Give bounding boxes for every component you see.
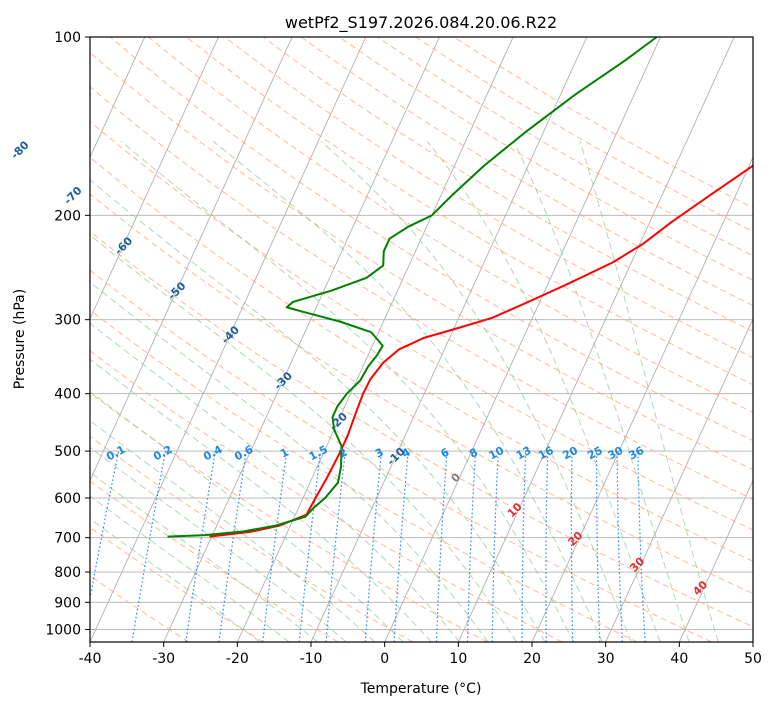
dry-adiabat-line <box>90 86 753 500</box>
isotherm-line <box>236 37 514 642</box>
dry-adiabat-line <box>300 37 753 307</box>
series-layer <box>167 37 753 538</box>
moist-adiabat-line <box>579 141 719 642</box>
mixing-ratio-line <box>325 451 346 642</box>
dewpoint-profile-line <box>167 37 658 538</box>
mixing-ratio-label: 36 <box>627 444 647 463</box>
y-tick-label: 100 <box>54 30 81 46</box>
grid-layer <box>90 37 753 642</box>
mixing-ratio-line <box>364 451 383 642</box>
dry-adiabat-line <box>90 156 753 562</box>
mixing-ratio-label: 16 <box>536 444 556 463</box>
dry-adiabat-line <box>90 309 638 642</box>
isotherm-line <box>531 156 753 642</box>
isotherm-line <box>678 479 753 642</box>
moist-adiabat-line <box>90 234 517 642</box>
y-tick-label: 600 <box>54 491 81 507</box>
moist-adiabat-line <box>90 518 261 642</box>
x-tick-label: 0 <box>380 651 389 667</box>
moist-adiabat-line <box>426 141 661 642</box>
x-tick-label: 10 <box>449 651 467 667</box>
x-tick-label: 40 <box>670 651 688 667</box>
moist-adiabat-line <box>90 390 404 642</box>
isotherm-line <box>457 37 735 642</box>
dry-adiabat-line <box>186 37 753 386</box>
x-tick-label: -40 <box>79 651 102 667</box>
dry-adiabat-line <box>90 120 753 531</box>
dry-adiabat-line <box>90 230 753 628</box>
moist-adiabat-line <box>120 140 575 642</box>
x-tick-label: -30 <box>152 651 175 667</box>
moist-adiabat-line <box>90 322 461 642</box>
x-tick-label: -20 <box>226 651 249 667</box>
y-tick-label: 400 <box>54 387 81 403</box>
moist-adiabat-line <box>90 446 347 642</box>
mixing-ratio-line <box>218 451 247 642</box>
mixing-ratio-label: 13 <box>514 444 534 463</box>
axis-layer: -40 -30 -20 -10 0 10 20 30 40 50 100 200 300 400 500 60… <box>45 30 762 667</box>
temperature-profile-line <box>209 164 753 538</box>
mixing-ratio-label: 30 <box>606 444 626 463</box>
moist-adiabat-line <box>212 140 603 642</box>
dry-adiabat-line <box>262 37 753 332</box>
isotherm-line <box>163 37 440 642</box>
mixing-ratio-line <box>298 451 322 642</box>
y-tick-label: 900 <box>54 595 81 611</box>
dry-adiabat-line <box>148 37 753 413</box>
mixing-ratio-label: 20 <box>560 444 580 463</box>
x-tick-label: -10 <box>300 651 323 667</box>
isotherm-line <box>90 37 219 320</box>
y-tick-label: 500 <box>54 444 81 460</box>
y-tick-label: 300 <box>54 313 81 329</box>
moist-adiabat-line <box>90 419 376 642</box>
mixing-ratio-line <box>262 451 288 642</box>
moist-adiabat-line <box>90 358 432 642</box>
isotherm-line <box>90 37 146 159</box>
moist-adiabat-line <box>90 281 489 642</box>
isotherm-line <box>90 37 293 482</box>
isotherm-line <box>90 37 367 642</box>
x-tick-label: 20 <box>523 651 541 667</box>
dry-adiabat-line <box>109 37 753 442</box>
y-axis-label: Pressure (hPa) <box>12 289 28 389</box>
mixing-ratio-label: 25 <box>585 444 605 463</box>
dry-adiabat-line <box>90 480 339 642</box>
mixing-ratio-line <box>185 451 216 642</box>
isotherm-line <box>384 37 661 642</box>
y-tick-label: 200 <box>54 208 81 224</box>
x-tick-label: 50 <box>744 651 762 667</box>
x-tick-label: 30 <box>597 651 615 667</box>
isotherm-line <box>605 317 753 642</box>
y-tick-label: 800 <box>54 565 81 581</box>
dry-adiabat-line <box>90 435 414 642</box>
mixing-ratio-label: 10 <box>487 444 507 463</box>
chart-title: wetPf2_S197.2026.084.20.06.R22 <box>285 13 557 33</box>
dry-adiabat-line <box>90 193 753 595</box>
y-tick-label: 700 <box>54 531 81 547</box>
dry-adiabat-line <box>90 350 563 642</box>
moist-adiabat-line <box>90 179 546 642</box>
dry-adiabat-line <box>90 392 488 642</box>
y-tick-label: 1000 <box>45 622 81 638</box>
plot-frame <box>89 36 754 643</box>
x-axis-label: Temperature (°C) <box>360 681 482 697</box>
moist-adiabat-line <box>90 495 290 642</box>
